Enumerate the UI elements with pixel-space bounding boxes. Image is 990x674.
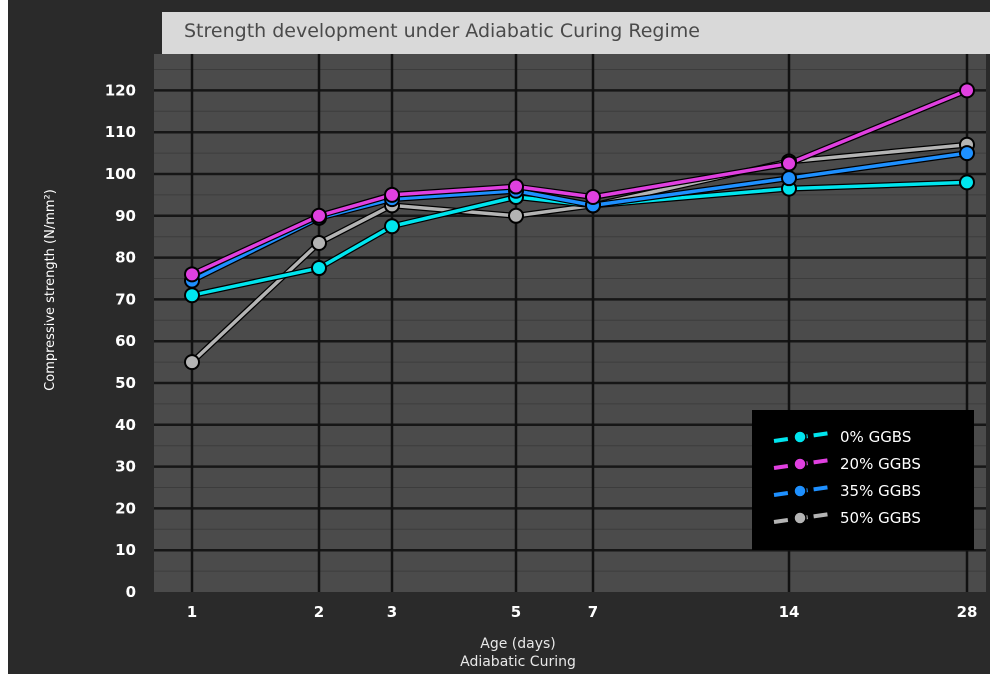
chart-title-bar: Strength development under Adiabatic Cur…	[162, 12, 990, 54]
legend-swatch-marker	[793, 457, 807, 471]
x-tick-label: 2	[314, 603, 324, 621]
data-point	[384, 218, 400, 235]
y-tick-label: 60	[115, 332, 136, 350]
y-tick-label: 110	[105, 123, 136, 141]
data-point	[184, 354, 200, 371]
x-tick-label: 7	[588, 603, 598, 621]
data-point	[959, 145, 975, 162]
line-chart: 0 10 20 30 40 50 60 70 80 90 100 110 120 1 2 3 5 7 14 28 Age…	[43, 54, 986, 670]
chart-area: 0 10 20 30 40 50 60 70 80 90 100 110 120 1 2 3 5 7 14 28 Age…	[8, 0, 990, 674]
data-point	[184, 287, 200, 304]
y-tick-label: 80	[115, 249, 136, 267]
y-tick-label: 100	[105, 165, 136, 183]
x-tick-label: 3	[387, 603, 397, 621]
data-point	[311, 234, 327, 251]
legend-box	[752, 410, 974, 550]
y-tick-label: 90	[115, 207, 136, 225]
data-point	[311, 207, 327, 224]
y-tick-label: 30	[115, 458, 136, 476]
x-axis-title: Age (days)	[480, 636, 556, 652]
legend-swatch-marker	[793, 511, 807, 525]
x-tick-label: 5	[511, 603, 521, 621]
data-point	[959, 174, 975, 191]
legend-swatch-marker	[793, 430, 807, 444]
chart-title: Strength development under Adiabatic Cur…	[184, 20, 700, 42]
data-point	[508, 207, 524, 224]
legend-label: 35% GGBS	[840, 482, 921, 500]
y-axis-title: Compressive strength (N/mm²)	[43, 189, 58, 391]
data-point	[959, 82, 975, 99]
legend-label: 0% GGBS	[840, 428, 911, 446]
y-tick-label: 70	[115, 290, 136, 308]
data-point	[781, 155, 797, 172]
legend-label: 20% GGBS	[840, 455, 921, 473]
y-tick-label: 50	[115, 374, 136, 392]
data-point	[508, 178, 524, 195]
y-tick-label: 20	[115, 499, 136, 517]
x-tick-label: 1	[187, 603, 197, 621]
data-point	[781, 170, 797, 187]
data-point	[384, 186, 400, 203]
data-point	[184, 266, 200, 283]
y-tick-label: 0	[126, 583, 136, 601]
data-point	[585, 188, 601, 205]
y-tick-label: 10	[115, 541, 136, 559]
x-tick-label: 14	[779, 603, 800, 621]
legend-swatch-marker	[793, 484, 807, 498]
data-point	[311, 260, 327, 277]
x-tick-label: 28	[957, 603, 978, 621]
y-tick-label: 40	[115, 416, 136, 434]
legend-label: 50% GGBS	[840, 509, 921, 527]
x-axis-subtitle: Adiabatic Curing	[460, 654, 576, 670]
y-tick-label: 120	[105, 81, 136, 99]
